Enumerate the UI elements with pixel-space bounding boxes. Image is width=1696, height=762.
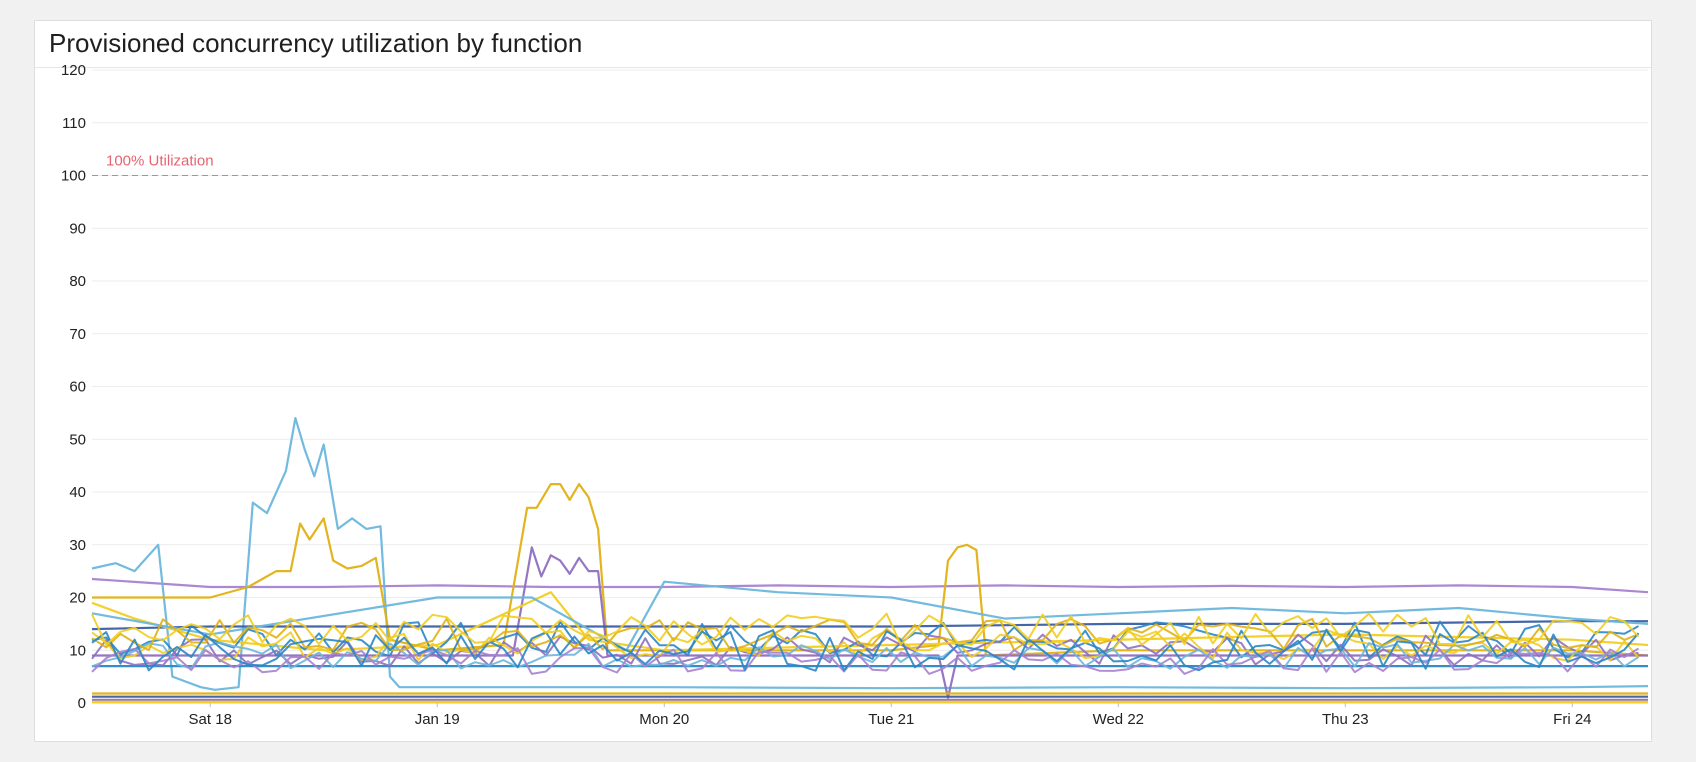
series-line xyxy=(92,546,1648,699)
series-line xyxy=(92,483,1649,657)
series-line xyxy=(91,612,1640,646)
noise-series-group xyxy=(91,612,1640,675)
x-tick-label: Fri 24 xyxy=(1553,711,1591,728)
series-line xyxy=(91,417,1649,691)
series-line xyxy=(91,628,1640,662)
y-tick-label: 100 xyxy=(61,168,86,185)
y-tick-label: 50 xyxy=(69,431,86,448)
x-tick-label: Wed 22 xyxy=(1093,711,1144,728)
x-tick-label: Thu 23 xyxy=(1322,711,1369,728)
x-tick-label: Tue 21 xyxy=(868,711,914,728)
series-line xyxy=(91,628,1640,672)
reference-line-label: 100% Utilization xyxy=(106,153,214,170)
series-line xyxy=(91,641,1640,670)
gridlines xyxy=(92,69,1648,704)
y-tick-label: 120 xyxy=(61,62,86,79)
x-tick-label: Jan 19 xyxy=(415,711,460,728)
y-tick-label: 90 xyxy=(69,220,86,237)
x-tick-label: Mon 20 xyxy=(639,711,689,728)
chart-header: Provisioned concurrency utilization by f… xyxy=(35,21,1651,68)
y-tick-label: 10 xyxy=(69,642,86,659)
chart-title: Provisioned concurrency utilization by f… xyxy=(49,28,583,58)
y-tick-label: 70 xyxy=(69,326,86,343)
reference-line-group: 100% Utilization xyxy=(92,153,1648,176)
x-tick-label: Sat 18 xyxy=(189,711,232,728)
y-tick-label: 0 xyxy=(78,695,86,712)
axes: 0 10 20 30 40 50 60 70 80 90 100 110 120 Sat 18 Jan 19… xyxy=(61,62,1592,728)
series-group xyxy=(91,417,1649,703)
y-tick-label: 40 xyxy=(69,484,86,501)
series-line xyxy=(91,577,1649,594)
y-tick-label: 20 xyxy=(69,590,86,607)
series-line xyxy=(91,617,1639,652)
y-tick-label: 110 xyxy=(62,115,86,132)
y-tick-label: 80 xyxy=(69,273,86,290)
y-tick-label: 60 xyxy=(69,379,86,396)
series-line xyxy=(91,647,1640,675)
y-tick-label: 30 xyxy=(69,537,86,554)
series-line xyxy=(91,580,1649,652)
